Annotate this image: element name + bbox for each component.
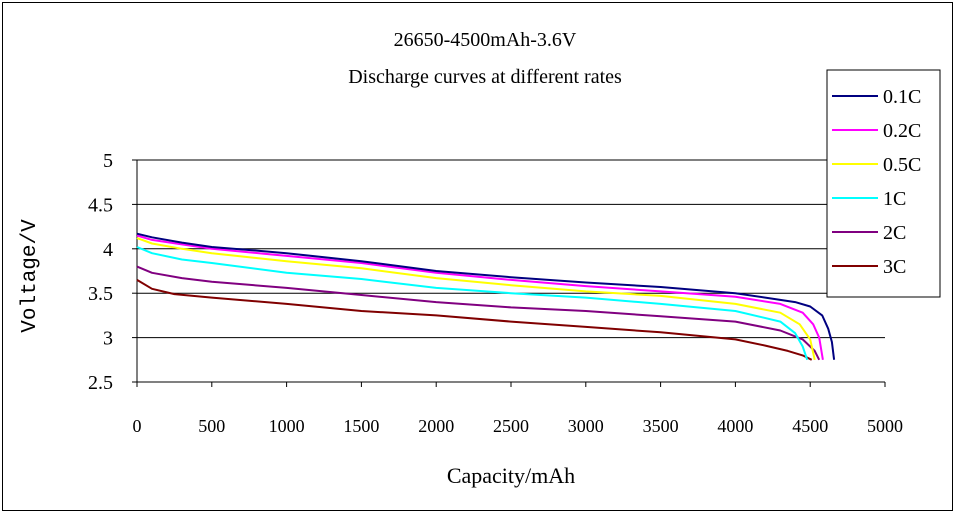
x-tick-label: 2500 — [493, 416, 529, 436]
y-tick-label: 3 — [103, 328, 113, 350]
x-tick-label: 2000 — [418, 416, 454, 436]
chart-title: 26650-4500mAh-3.6V — [394, 29, 577, 51]
legend-label: 0.2C — [883, 120, 921, 142]
axes — [132, 159, 886, 387]
x-tick-label: 5000 — [867, 416, 903, 436]
legend-box — [826, 69, 941, 298]
legend-label: 0.5C — [883, 154, 921, 176]
plot-background — [137, 160, 885, 382]
chart-subtitle: Discharge curves at different rates — [348, 66, 622, 88]
y-tick-label: 3.5 — [88, 283, 113, 305]
plot-area — [132, 159, 886, 387]
series-line-1C — [136, 246, 809, 361]
y-tick-label: 4.5 — [88, 194, 113, 216]
y-tick-labels: 2.5 3 3.5 4 4.5 5 — [88, 150, 113, 394]
x-tick-label: 1500 — [343, 416, 379, 436]
x-tick-label: 0 — [133, 416, 142, 436]
x-tick-label: 3000 — [568, 416, 604, 436]
series-line-2C — [136, 265, 821, 361]
x-tick-label: 4500 — [792, 416, 828, 436]
x-tick-label: 4000 — [717, 416, 753, 436]
series-line-3C — [136, 279, 813, 361]
y-tick-label: 4 — [103, 239, 113, 261]
legend: 0.1C 0.2C 0.5C 1C 2C 3C — [826, 69, 941, 298]
legend-items: 0.1C 0.2C 0.5C 1C 2C 3C — [832, 86, 921, 278]
x-tick-labels: 0 500 1000 1500 2000 2500 3000 3500 4000 4500 5000 — [133, 416, 904, 436]
series-line-0-5C — [136, 237, 816, 361]
y-tick-label: 5 — [103, 150, 113, 172]
series-line-0-2C — [136, 234, 824, 360]
series-line-0-1C — [136, 232, 836, 360]
legend-label: 2C — [883, 222, 906, 244]
x-axis-label: Capacity/mAh — [447, 463, 575, 488]
legend-label: 1C — [883, 188, 906, 210]
x-tick-label: 500 — [198, 416, 225, 436]
legend-label: 0.1C — [883, 86, 921, 108]
y-axis-label: Voltage/V — [19, 219, 42, 333]
x-tick-label: 1000 — [269, 416, 305, 436]
x-tick-label: 3500 — [643, 416, 679, 436]
series-lines — [136, 232, 836, 361]
legend-label: 3C — [883, 256, 906, 278]
y-tick-label: 2.5 — [88, 372, 113, 394]
